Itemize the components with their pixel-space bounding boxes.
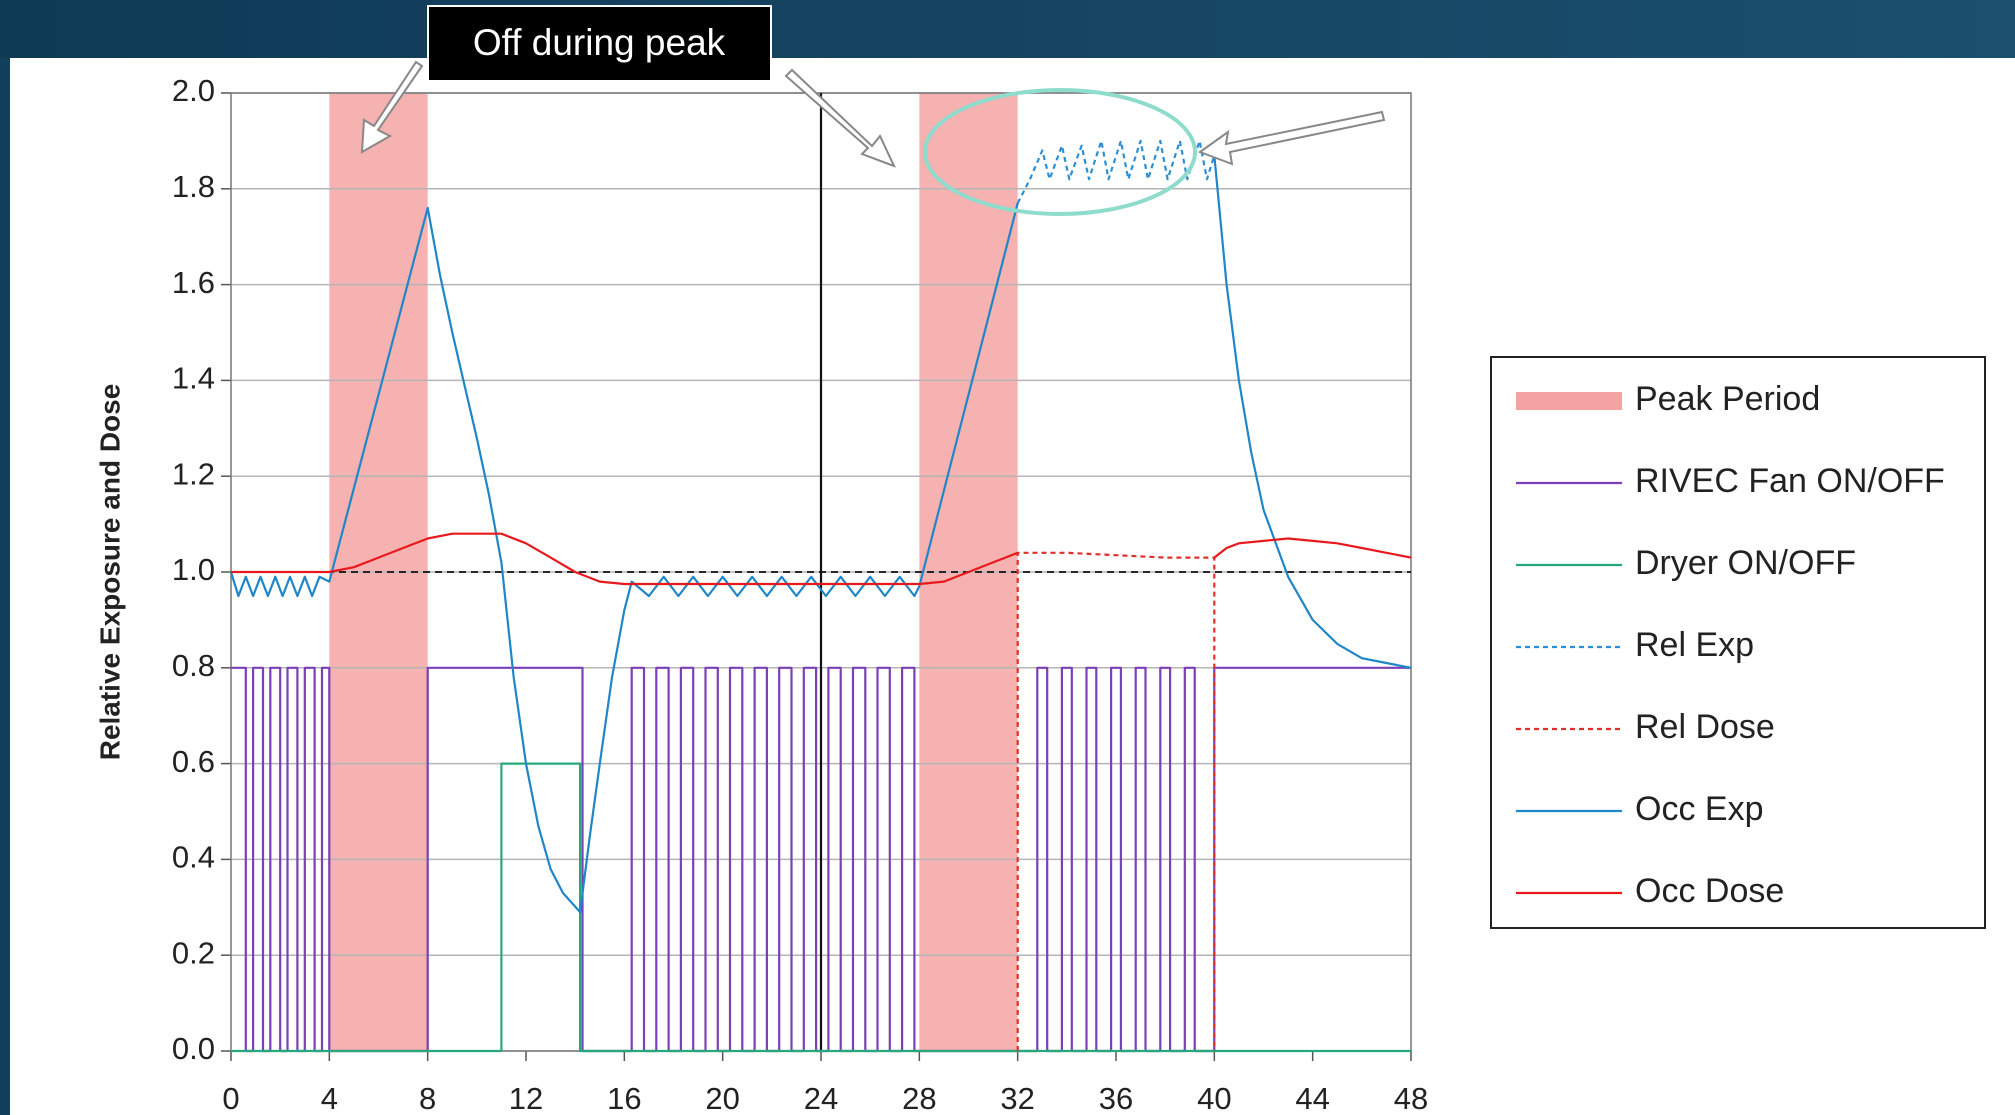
y-tick-label: 1.4: [172, 361, 215, 396]
arrow: [1197, 110, 1386, 166]
x-tick-label: 28: [902, 1081, 936, 1115]
x-tick-label: 24: [804, 1081, 838, 1115]
series-line: [231, 762, 1411, 1053]
legend-label: Rel Dose: [1635, 708, 1775, 746]
legend-label: Rel Exp: [1635, 626, 1754, 664]
arrow: [784, 68, 896, 168]
y-tick-label: 1.2: [172, 456, 215, 491]
legend-label: Dryer ON/OFF: [1635, 544, 1856, 582]
y-tick-label: 0.4: [172, 840, 215, 875]
y-tick-label: 0.0: [172, 1031, 215, 1066]
x-tick-label: 36: [1099, 1081, 1133, 1115]
plot: 0.00.20.40.60.81.01.21.41.61.82.00 4 8 12 16…: [172, 73, 1428, 1115]
annotation-box: [427, 5, 772, 82]
legend-swatch: [1516, 392, 1622, 410]
arrow: [360, 60, 424, 154]
y-axis-label: Relative Exposure and Dose: [94, 384, 125, 761]
y-tick-label: 0.8: [172, 648, 215, 683]
x-tick-label: 32: [1000, 1081, 1034, 1115]
legend-label: Peak Period: [1635, 380, 1820, 418]
legend: Peak Period RIVEC Fan ON/OFF Dryer ON/OFF R…: [1516, 380, 1945, 910]
x-tick-label: 44: [1295, 1081, 1329, 1115]
annotation: Off during peak: [473, 22, 726, 63]
side-strip: [0, 58, 10, 1115]
x-tick-label: 40: [1197, 1081, 1231, 1115]
legend-label: RIVEC Fan ON/OFF: [1635, 462, 1945, 500]
legend-label: Occ Dose: [1635, 872, 1784, 910]
y-tick-label: 1.0: [172, 552, 215, 587]
x-tick-label: 20: [705, 1081, 739, 1115]
x-tick-label: 0: [222, 1081, 239, 1115]
y-tick-label: 2.0: [172, 73, 215, 108]
x-tick-label: 48: [1394, 1081, 1428, 1115]
legend-box: [1490, 356, 1986, 929]
y-tick-label: 0.2: [172, 935, 215, 970]
x-tick-label: 8: [419, 1081, 436, 1115]
x-tick-label: 4: [321, 1081, 338, 1115]
arrows: [360, 60, 1386, 168]
series-line: [231, 532, 1412, 586]
x-tick-label: 12: [509, 1081, 543, 1115]
title-band: [0, 0, 2015, 58]
x-tick-label: 16: [607, 1081, 641, 1115]
y-tick-label: 1.8: [172, 169, 215, 204]
y-tick-label: 0.6: [172, 744, 215, 779]
y-tick-label: 1.6: [172, 265, 215, 300]
legend-label: Occ Exp: [1635, 790, 1763, 828]
highlight-ellipse: [923, 88, 1197, 216]
series-line: [231, 666, 1411, 1053]
series-line: [1016, 139, 1216, 204]
